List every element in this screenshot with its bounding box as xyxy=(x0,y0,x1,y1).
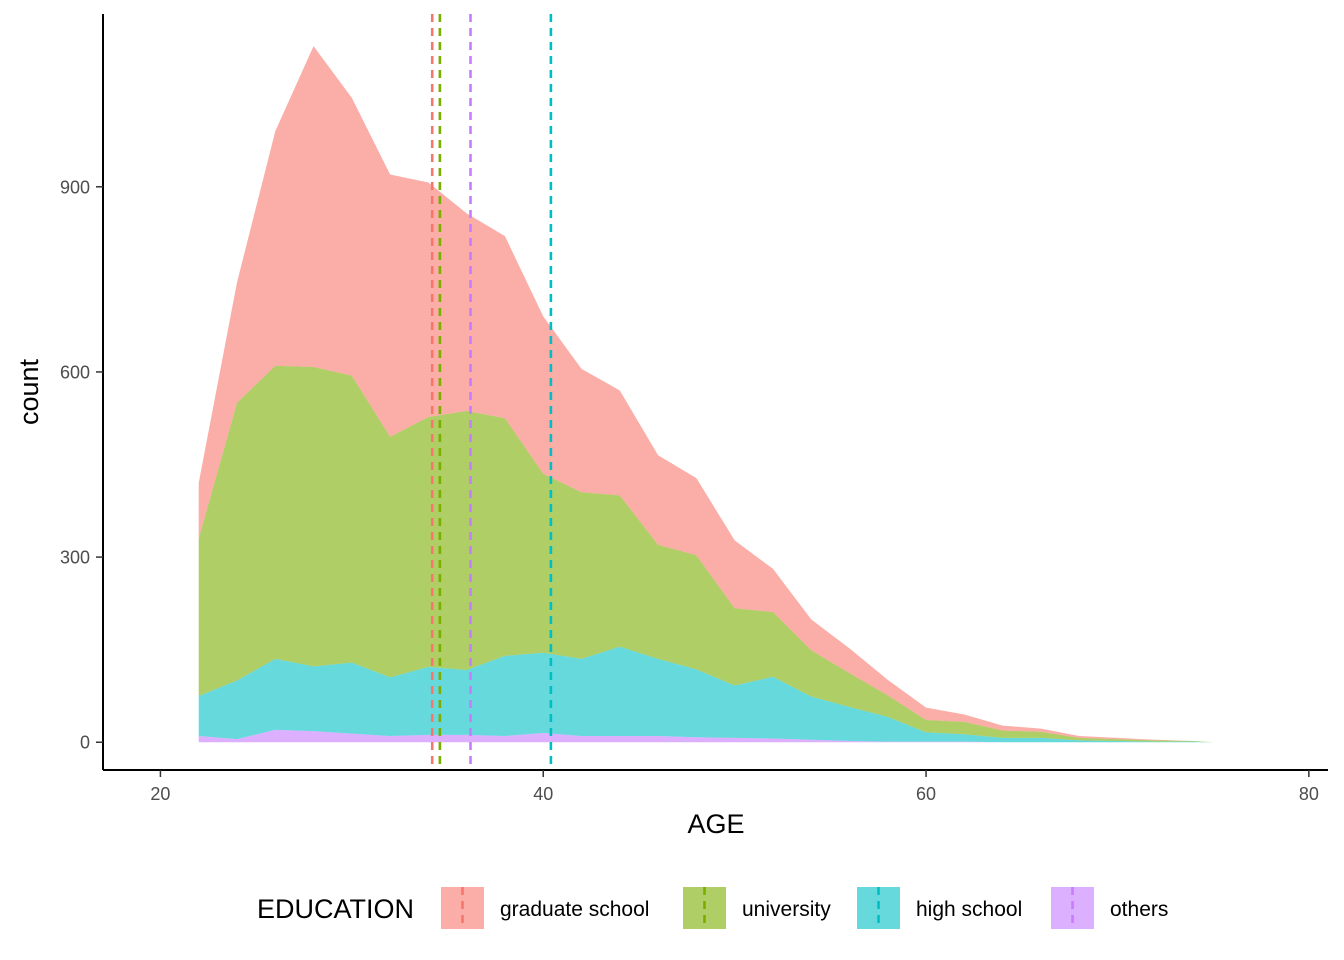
y-ticks: 0 300 600 900 xyxy=(60,177,103,753)
stacked-areas xyxy=(198,46,1214,743)
area-others xyxy=(198,729,1214,743)
y-tick-label: 0 xyxy=(80,733,90,753)
area-high-school xyxy=(198,646,1214,743)
legend-item-graduate-school: graduate school xyxy=(441,887,649,929)
mean-lines xyxy=(430,14,553,770)
legend-label-university: university xyxy=(742,898,831,921)
legend-label-graduate-school: graduate school xyxy=(500,898,649,921)
y-tick-label: 900 xyxy=(60,177,90,197)
y-axis-title: count xyxy=(14,358,44,425)
legend-label-high-school: high school xyxy=(916,898,1022,921)
legend-item-university: university xyxy=(683,887,831,929)
legend-items: graduate school university high school othe… xyxy=(441,887,1168,929)
x-ticks: 20 40 60 80 xyxy=(150,770,1319,804)
x-tick-label: 80 xyxy=(1299,784,1319,804)
y-tick-label: 300 xyxy=(60,548,90,568)
area-graduate-school xyxy=(198,46,1214,743)
legend-title: EDUCATION xyxy=(257,894,414,924)
legend: EDUCATION graduate school university high … xyxy=(257,887,1168,929)
legend-label-others: others xyxy=(1110,898,1168,921)
x-tick-label: 20 xyxy=(150,784,170,804)
legend-item-others: others xyxy=(1051,887,1168,929)
axes xyxy=(102,14,1328,771)
legend-item-high-school: high school xyxy=(857,887,1022,929)
area-university xyxy=(198,365,1214,743)
x-tick-label: 40 xyxy=(533,784,553,804)
x-tick-label: 60 xyxy=(916,784,936,804)
y-tick-label: 600 xyxy=(60,362,90,382)
x-axis-title: AGE xyxy=(687,809,744,839)
